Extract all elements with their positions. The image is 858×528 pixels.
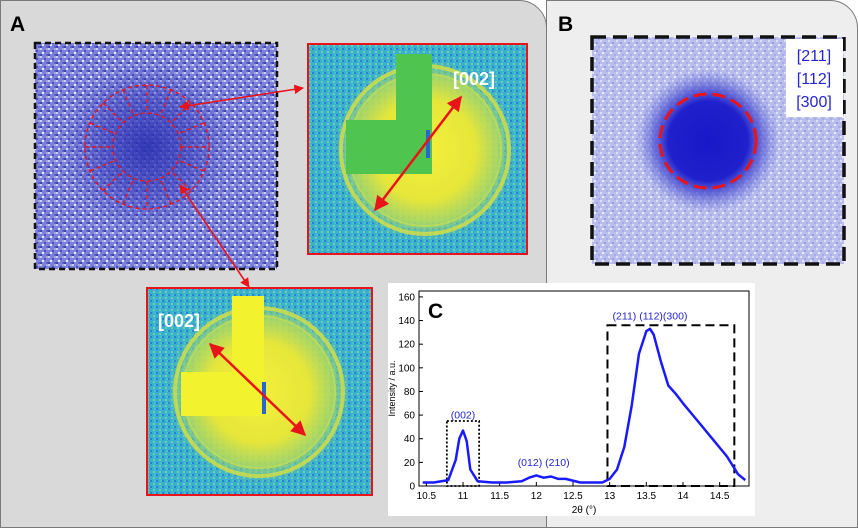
- x-tick-label: 10.5: [417, 491, 437, 502]
- arrow-to-bottom-pattern: [179, 184, 250, 288]
- panel-c-label: C: [428, 300, 443, 323]
- panel-b-label: B: [558, 13, 574, 36]
- y-tick-label: 40: [404, 434, 416, 445]
- x-tick-label: 11: [458, 491, 469, 502]
- y-tick-label: 20: [404, 458, 416, 469]
- peak-group-box: [606, 324, 736, 488]
- panel-a-detector-image: [33, 41, 279, 271]
- panel-b-legend-line-1: [211]: [797, 48, 831, 65]
- peak-annotation: (012) (210): [518, 457, 570, 469]
- panel-b-legend-line-2: [112]: [797, 71, 831, 88]
- x-tick-label: 13.5: [637, 491, 657, 502]
- peak-annotation: (211) (112)(300): [613, 310, 688, 322]
- peak-002-box: [445, 420, 481, 487]
- panel-b-highlight-circle: [658, 92, 758, 190]
- x-tick-label: 12.5: [563, 491, 583, 502]
- panel-b-legend-box: [786, 39, 843, 117]
- y-tick-label: 120: [398, 340, 415, 351]
- top-pattern-label: [002]: [453, 69, 495, 89]
- peak-annotation: (002): [451, 410, 476, 422]
- x-tick-label: 13: [604, 491, 616, 502]
- plot-frame: [418, 290, 750, 487]
- x-tick-label: 12: [531, 491, 543, 502]
- intensity-curve: [422, 327, 747, 484]
- panel-c-chart: 10.5 11 11.5 12 12.5 13 13.5 14 14.5 0 20 40 60 80 100…: [387, 290, 750, 516]
- top-pattern-spacing-arrow: [374, 95, 462, 212]
- bottom-pattern-label: [002]: [158, 311, 200, 331]
- bottom-pattern-spacing-arrow: [208, 342, 307, 437]
- x-tick-label: 11.5: [490, 491, 509, 502]
- y-tick-label: 60: [404, 411, 416, 422]
- y-tick-label: 140: [398, 316, 415, 327]
- y-tick-label: 80: [404, 387, 416, 398]
- y-axis-label: Intensity / a.u.: [387, 360, 397, 416]
- x-tick-label: 14.5: [710, 491, 730, 502]
- arrow-to-top-pattern: [179, 84, 304, 111]
- y-tick-label: 100: [398, 363, 415, 374]
- x-tick-label: 14: [677, 491, 689, 502]
- panel-b-legend-line-3: [300]: [796, 94, 832, 111]
- integration-ring: [84, 84, 210, 210]
- y-tick-label: 160: [398, 292, 415, 303]
- x-axis-label: 2θ (°): [572, 505, 597, 516]
- panel-a-label: A: [10, 13, 26, 36]
- y-tick-label: 0: [409, 482, 415, 493]
